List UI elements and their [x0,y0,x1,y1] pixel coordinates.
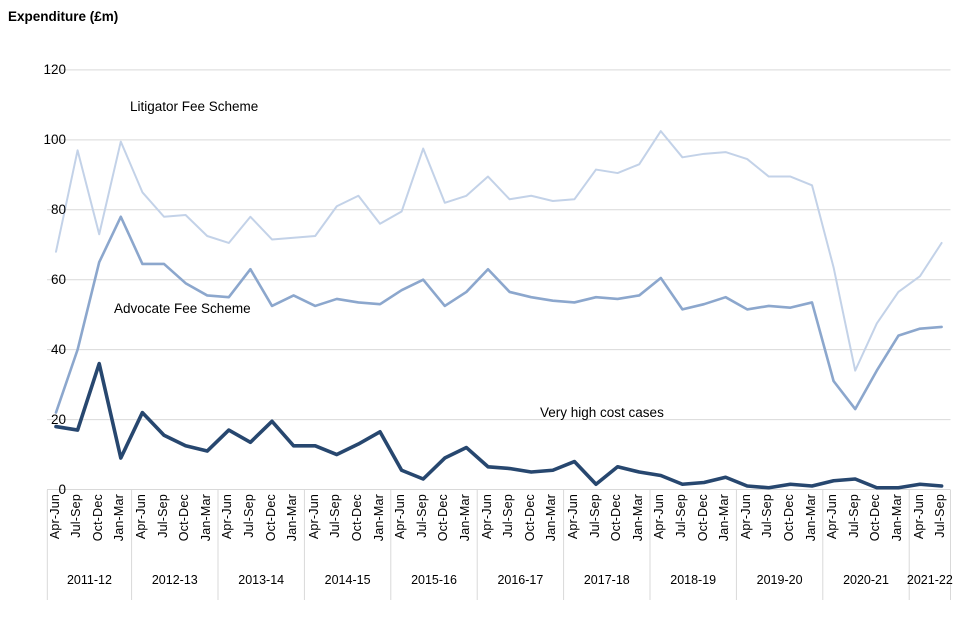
y-tick-label: 120 [43,61,66,77]
x-year-label: 2019-20 [756,573,803,587]
x-year-label: 2013-14 [238,573,285,587]
x-year-label: 2020-21 [843,573,889,587]
series-label-very-high-cost-cases: Very high cost cases [540,405,664,420]
x-quarter-label: Jul-Sep [241,494,256,538]
x-quarter-label: Oct-Dec [868,494,883,542]
x-year-label: 2018-19 [670,573,717,587]
x-year-label: 2012-13 [151,573,198,587]
x-year-label: 2014-15 [324,573,371,587]
x-quarter-label: Oct-Dec [436,494,451,542]
x-quarter-label: Apr-Jun [911,494,926,540]
x-quarter-label: Apr-Jun [393,494,408,540]
x-quarter-label: Apr-Jun [738,494,753,540]
x-quarter-label: Apr-Jun [133,494,148,540]
x-quarter-label: Jul-Sep [69,494,84,538]
y-tick-label: 40 [50,341,66,357]
x-quarter-label: Jul-Sep [673,494,688,538]
x-quarter-label: Jul-Sep [414,494,429,538]
x-quarter-label: Oct-Dec [263,494,278,542]
series-line-advocate-fee-scheme [54,215,943,414]
x-year-label: 2016-17 [497,573,544,587]
x-quarter-label: Jul-Sep [587,494,602,538]
x-quarter-label: Oct-Dec [522,494,537,542]
y-tick-label: 0 [58,481,66,497]
x-quarter-label: Oct-Dec [90,494,105,542]
x-quarter-label: Jul-Sep [846,494,861,538]
x-quarter-label: Jan-Mar [630,494,645,542]
x-quarter-label: Jan-Mar [803,494,818,542]
y-tick-label: 100 [43,131,66,147]
x-quarter-label: Jul-Sep [328,494,343,538]
x-quarter-label: Jan-Mar [889,494,904,542]
x-quarter-label: Jul-Sep [501,494,516,538]
x-quarter-label: Jul-Sep [155,494,170,538]
series-label-advocate-fee-scheme: Advocate Fee Scheme [114,301,251,316]
series-line-very-high-cost-cases [54,361,944,490]
x-quarter-label: Apr-Jun [565,494,580,540]
x-quarter-label: Jan-Mar [717,494,732,542]
x-quarter-label: Jan-Mar [198,494,213,542]
x-quarter-label: Apr-Jun [479,494,494,540]
x-quarter-label: Apr-Jun [652,494,667,540]
x-quarter-label: Jul-Sep [933,494,948,538]
y-tick-label: 20 [50,411,66,427]
x-quarter-label: Oct-Dec [609,494,624,542]
x-quarter-label: Apr-Jun [220,494,235,540]
x-quarter-label: Jan-Mar [371,494,386,542]
x-quarter-label: Oct-Dec [349,494,364,542]
x-quarter-label: Jan-Mar [285,494,300,542]
x-quarter-label: Apr-Jun [825,494,840,540]
x-year-label: 2021-22 [906,573,953,587]
x-year-label: 2015-16 [411,573,457,587]
x-quarter-label: Jan-Mar [544,494,559,542]
y-tick-label: 60 [50,271,66,287]
x-quarter-label: Apr-Jun [306,494,321,540]
series-label-litigator-fee-scheme: Litigator Fee Scheme [130,99,259,114]
x-quarter-label: Jan-Mar [457,494,472,542]
series-line-litigator-fee-scheme [55,130,943,372]
x-quarter-label: Oct-Dec [177,494,192,542]
x-quarter-label: Jan-Mar [112,494,127,542]
y-tick-label: 80 [50,201,66,217]
x-quarter-label: Jul-Sep [760,494,775,538]
chart-title: Expenditure (£m) [8,9,119,24]
x-year-label: 2017-18 [583,573,630,587]
x-quarter-label: Oct-Dec [781,494,796,542]
x-quarter-label: Apr-Jun [47,494,62,540]
x-year-label: 2011-12 [66,573,112,587]
x-quarter-label: Oct-Dec [695,494,710,542]
